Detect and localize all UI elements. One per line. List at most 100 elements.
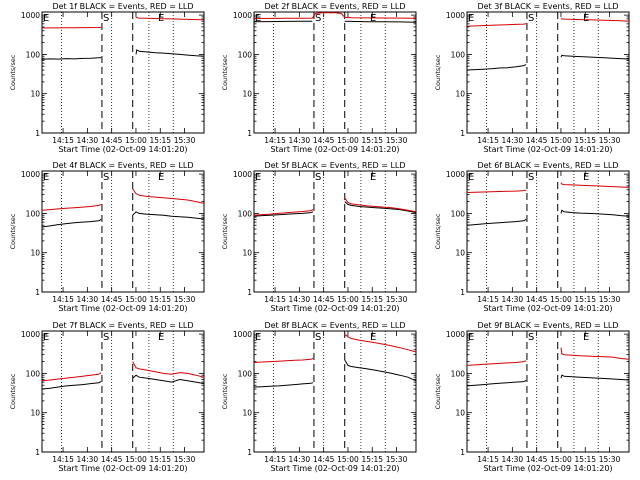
x-tick-label: 14:15: [52, 295, 74, 304]
x-tick-label: 15:15: [361, 136, 383, 145]
x-tick-label: 15:00: [337, 136, 359, 145]
time-marker-label: E: [370, 13, 376, 24]
x-tick-label: 14:15: [52, 136, 74, 145]
y-tick-label: 10: [30, 90, 40, 99]
y-tick-label: 1: [247, 448, 252, 457]
x-tick-label: 14:15: [477, 455, 499, 464]
series-line-events: [132, 374, 205, 385]
x-tick-label: 14:45: [526, 295, 548, 304]
x-tick-label: 15:30: [599, 455, 621, 464]
time-marker-label: E: [583, 172, 589, 183]
x-tick-label: 14:45: [526, 455, 548, 464]
series-line-events: [466, 380, 527, 387]
series-line-events: [253, 20, 313, 23]
detector-panel: Det 7f BLACK = Events, RED = LLD 1 10 100 10…: [9, 321, 205, 473]
series-line-lld: [253, 12, 417, 19]
y-axis-label: Counts/sec: [221, 54, 229, 90]
panel-title: Det 2f BLACK = Events, RED = LLD: [264, 2, 405, 11]
y-tick-label: 10: [242, 90, 252, 99]
y-tick-label: 100: [238, 209, 253, 218]
series-line-events: [344, 20, 417, 23]
x-tick-label: 15:15: [149, 136, 171, 145]
y-axis-label: Counts/sec: [9, 54, 17, 90]
x-tick-label: 15:30: [174, 136, 196, 145]
y-tick-label: 1: [460, 448, 465, 457]
detector-panel: Det 9f BLACK = Events, RED = LLD 1 10 100 10…: [434, 321, 630, 473]
y-axis-label: Counts/sec: [221, 213, 229, 249]
x-tick-label: 15:15: [574, 295, 596, 304]
y-tick-label: 1000: [446, 170, 465, 179]
x-tick-label: 15:15: [361, 455, 383, 464]
series-line-events: [560, 209, 630, 217]
x-tick-label: 15:15: [574, 136, 596, 145]
series-line-events: [344, 359, 417, 382]
time-marker-label: S: [528, 172, 534, 183]
x-tick-label: 15:30: [386, 295, 408, 304]
x-axis-label: Start Time (02-Oct-09 14:01:20): [58, 464, 187, 473]
x-tick-label: 14:15: [477, 295, 499, 304]
time-marker-label: S: [315, 332, 321, 343]
x-tick-label: 15:15: [574, 455, 596, 464]
series-line-lld: [132, 361, 205, 378]
y-tick-label: 1: [460, 129, 465, 138]
panel-title: Det 8f BLACK = Events, RED = LLD: [264, 321, 405, 330]
x-axis-label: Start Time (02-Oct-09 14:01:20): [483, 304, 612, 313]
series-line-lld: [560, 182, 630, 188]
y-tick-label: 100: [26, 369, 41, 378]
plot-frame: [466, 170, 630, 293]
x-tick-label: 14:30: [77, 455, 99, 464]
detector-panel: Det 5f BLACK = Events, RED = LLD 1 10 100 10…: [221, 161, 417, 313]
series-line-events: [466, 64, 527, 71]
y-tick-label: 100: [26, 50, 41, 59]
time-marker-label: E: [43, 13, 49, 24]
y-tick-label: 1: [247, 288, 252, 297]
y-axis-label: Counts/sec: [9, 373, 17, 409]
series-line-lld: [466, 360, 527, 366]
plot-frame: [41, 11, 205, 134]
series-line-events: [466, 219, 527, 226]
x-axis-label: Start Time (02-Oct-09 14:01:20): [483, 145, 612, 154]
panel-title: Det 5f BLACK = Events, RED = LLD: [264, 161, 405, 170]
time-marker-label: E: [255, 172, 261, 183]
time-marker-label: E: [255, 13, 261, 24]
plot-frame: [41, 170, 205, 293]
time-marker-label: E: [468, 332, 474, 343]
time-marker-label: E: [468, 13, 474, 24]
series-line-lld: [253, 209, 314, 216]
x-tick-label: 14:30: [502, 455, 524, 464]
plot-frame: [41, 330, 205, 453]
panel-title: Det 9f BLACK = Events, RED = LLD: [477, 321, 618, 330]
detector-panel: Det 1f BLACK = Events, RED = LLD 1 10 100 10…: [9, 2, 205, 154]
y-tick-label: 100: [451, 369, 466, 378]
y-axis-label: Counts/sec: [9, 213, 17, 249]
detector-panel: Det 6f BLACK = Events, RED = LLD 1 10 100 10…: [434, 161, 630, 313]
series-line-events: [560, 374, 630, 381]
y-axis-label: Counts/sec: [434, 373, 442, 409]
y-tick-label: 1: [35, 448, 40, 457]
series-line-events: [41, 381, 102, 390]
series-line-lld: [253, 358, 314, 363]
x-tick-label: 15:00: [550, 136, 572, 145]
detector-panel: Det 8f BLACK = Events, RED = LLD 1 10 100 10…: [221, 321, 417, 473]
series-line-lld: [135, 16, 205, 21]
x-axis-label: Start Time (02-Oct-09 14:01:20): [483, 464, 612, 473]
x-tick-label: 15:30: [599, 136, 621, 145]
y-tick-label: 10: [455, 409, 465, 418]
y-axis-label: Counts/sec: [434, 54, 442, 90]
x-tick-label: 14:45: [313, 455, 335, 464]
time-marker-label: S: [103, 332, 109, 343]
y-tick-label: 10: [242, 409, 252, 418]
x-tick-label: 15:00: [125, 455, 147, 464]
x-tick-label: 14:30: [289, 295, 311, 304]
plot-frame: [253, 11, 417, 134]
x-tick-label: 15:00: [125, 136, 147, 145]
x-tick-label: 14:45: [313, 136, 335, 145]
panel-title: Det 4f BLACK = Events, RED = LLD: [52, 161, 193, 170]
series-line-events: [253, 211, 314, 217]
series-line-events: [41, 57, 102, 60]
y-tick-label: 1000: [233, 11, 252, 20]
y-tick-label: 1000: [233, 170, 252, 179]
x-tick-label: 15:00: [550, 295, 572, 304]
y-tick-label: 10: [455, 90, 465, 99]
time-marker-label: S: [315, 172, 321, 183]
